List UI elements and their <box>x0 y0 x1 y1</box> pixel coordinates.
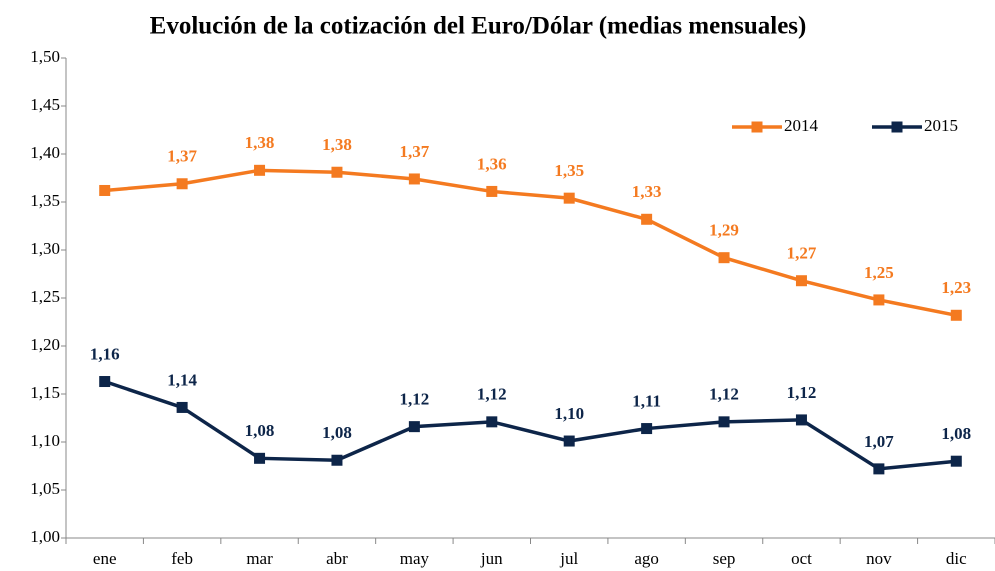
y-tick-label: 1,30 <box>30 239 60 258</box>
data-label: 1,11 <box>632 391 661 410</box>
marker <box>795 414 807 426</box>
data-label: 1,12 <box>709 385 739 404</box>
marker <box>99 184 111 196</box>
y-tick-label: 1,50 <box>30 47 60 66</box>
data-label: 1,37 <box>167 147 197 166</box>
marker <box>99 376 111 388</box>
marker <box>408 173 420 185</box>
data-label: 1,14 <box>167 370 197 389</box>
legend-marker <box>751 121 763 133</box>
chart-title: Evolución de la cotización del Euro/Dóla… <box>150 13 807 40</box>
x-tick-label: jun <box>480 549 503 568</box>
data-label: 1,12 <box>400 390 430 409</box>
marker <box>718 416 730 428</box>
legend-label: 2015 <box>924 116 958 135</box>
marker <box>486 416 498 428</box>
marker <box>331 166 343 178</box>
y-tick-label: 1,00 <box>30 527 60 546</box>
data-label: 1,35 <box>554 161 584 180</box>
marker <box>486 185 498 197</box>
x-tick-label: mar <box>246 549 273 568</box>
y-tick-label: 1,45 <box>30 95 60 114</box>
x-tick-label: jul <box>559 549 578 568</box>
data-label: 1,38 <box>245 133 275 152</box>
data-label: 1,36 <box>477 154 507 173</box>
marker <box>641 213 653 225</box>
marker <box>795 275 807 287</box>
line <box>104 379 957 471</box>
y-tick-label: 1,25 <box>30 287 60 306</box>
legend-marker <box>891 121 903 133</box>
x-tick-label: ene <box>93 549 117 568</box>
marker <box>718 252 730 264</box>
y-tick-label: 1,15 <box>30 383 60 402</box>
line <box>104 168 957 317</box>
marker <box>873 463 885 475</box>
data-label: 1,38 <box>322 135 352 154</box>
marker <box>873 294 885 306</box>
marker <box>563 435 575 447</box>
marker <box>408 421 420 433</box>
data-label: 1,07 <box>864 432 894 451</box>
data-label: 1,08 <box>245 421 275 440</box>
data-label: 1,25 <box>864 263 894 282</box>
x-tick-label: abr <box>326 549 348 568</box>
data-label: 1,16 <box>90 344 120 363</box>
x-tick-label: feb <box>171 549 193 568</box>
y-tick-label: 1,40 <box>30 143 60 162</box>
y-tick-label: 1,10 <box>30 431 60 450</box>
data-label: 1,12 <box>477 385 507 404</box>
marker <box>563 192 575 204</box>
data-label: 1,33 <box>632 182 662 201</box>
data-label: 1,08 <box>322 423 352 442</box>
x-tick-label: dic <box>946 549 967 568</box>
marker <box>641 423 653 435</box>
x-tick-label: may <box>400 549 430 568</box>
data-label: 1,08 <box>941 424 971 443</box>
legend-label: 2014 <box>784 116 819 135</box>
marker <box>254 164 266 176</box>
data-label: 1,12 <box>787 383 817 402</box>
data-label: 1,10 <box>554 404 584 423</box>
x-tick-label: oct <box>791 549 812 568</box>
marker <box>254 452 266 464</box>
data-label: 1,27 <box>787 244 817 263</box>
y-tick-label: 1,35 <box>30 191 60 210</box>
marker <box>176 178 188 190</box>
x-tick-label: ago <box>634 549 659 568</box>
x-tick-label: nov <box>866 549 892 568</box>
data-label: 1,29 <box>709 221 739 240</box>
x-tick-label: sep <box>713 549 736 568</box>
marker <box>950 309 962 321</box>
marker <box>176 401 188 413</box>
marker <box>331 454 343 466</box>
data-label: 1,23 <box>941 278 971 297</box>
y-tick-label: 1,20 <box>30 335 60 354</box>
marker <box>950 455 962 467</box>
y-tick-label: 1,05 <box>30 479 60 498</box>
data-label: 1,37 <box>400 142 430 161</box>
